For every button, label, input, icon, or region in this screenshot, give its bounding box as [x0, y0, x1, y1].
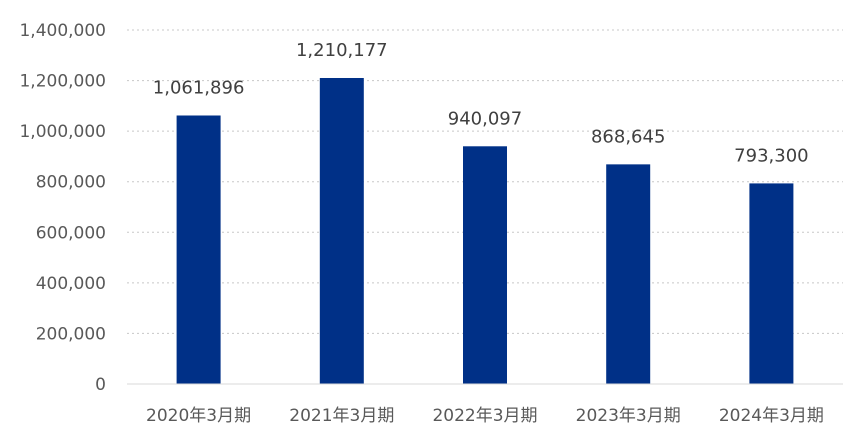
- bar: [606, 164, 651, 384]
- x-tick-label: 2022年3月期: [432, 406, 537, 426]
- gridlines: [127, 29, 843, 334]
- bar: [463, 146, 507, 384]
- x-axis-tick-labels: 2020年3月期 2021年3月期 2022年3月期 2023年3月期 2024年3月期: [146, 406, 824, 426]
- data-label: 1,061,896: [153, 77, 245, 98]
- bars: [176, 77, 794, 385]
- y-tick-label: 1,000,000: [19, 122, 106, 142]
- y-tick-label: 400,000: [36, 274, 106, 294]
- data-label: 940,097: [448, 108, 522, 129]
- y-tick-label: 1,200,000: [19, 72, 106, 92]
- y-tick-label: 600,000: [36, 223, 106, 243]
- bar: [749, 183, 794, 384]
- data-label: 1,210,177: [296, 40, 388, 61]
- data-labels: 1,061,896 1,210,177 940,097 868,645 793,300: [153, 40, 809, 166]
- y-tick-label: 200,000: [36, 324, 106, 344]
- x-tick-label: 2021年3月期: [289, 406, 394, 426]
- bar: [319, 77, 364, 384]
- y-tick-label: 800,000: [36, 173, 106, 193]
- bar: [176, 115, 221, 385]
- x-tick-label: 2024年3月期: [719, 406, 824, 426]
- data-label: 793,300: [734, 145, 808, 166]
- y-axis-tick-labels: 0 200,000 400,000 600,000 800,000 1,000,000 1,…: [19, 21, 106, 395]
- y-tick-label: 0: [95, 375, 106, 395]
- x-tick-label: 2020年3月期: [146, 406, 251, 426]
- y-tick-label: 1,400,000: [19, 21, 106, 41]
- data-label: 868,645: [591, 126, 665, 147]
- x-tick-label: 2023年3月期: [576, 406, 681, 426]
